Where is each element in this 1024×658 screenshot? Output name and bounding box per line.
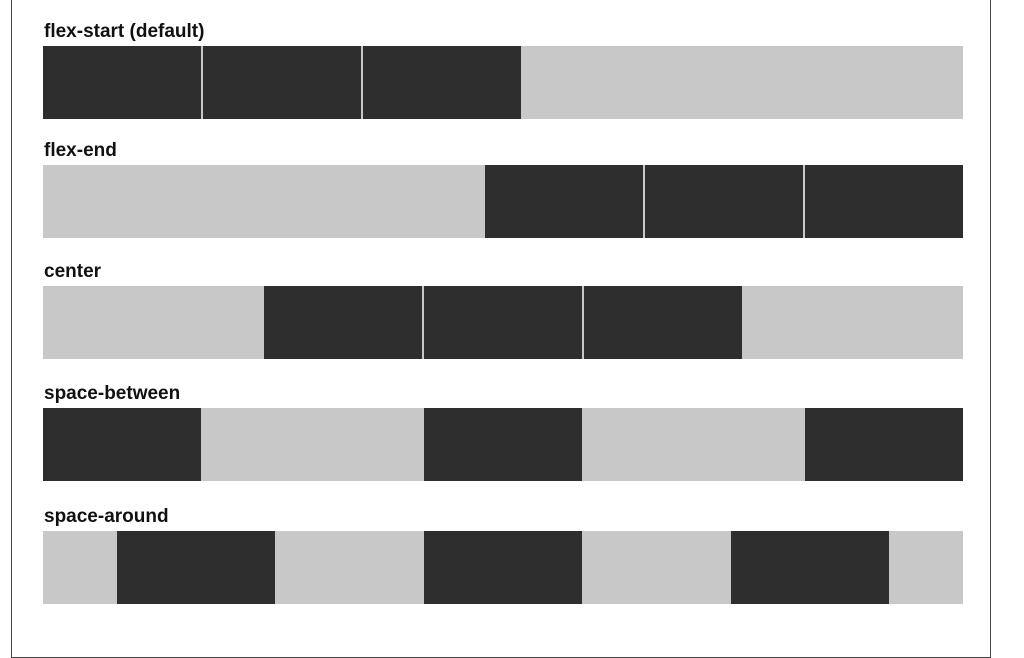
section-label: space-around <box>44 506 169 527</box>
section-label: center <box>44 261 102 282</box>
flex-item <box>203 46 361 119</box>
section-label: flex-start (default) <box>44 21 205 42</box>
flex-container <box>43 408 963 481</box>
flex-item <box>264 286 422 359</box>
flex-item <box>423 531 582 604</box>
flex-item <box>584 286 742 359</box>
flex-item <box>43 46 201 119</box>
flex-item <box>43 408 201 481</box>
flex-item <box>730 531 889 604</box>
flex-item <box>363 46 521 119</box>
flex-item <box>424 408 582 481</box>
flex-item <box>805 165 963 238</box>
flex-container <box>43 165 963 238</box>
flex-item <box>805 408 963 481</box>
flex-item <box>424 286 582 359</box>
section-label: flex-end <box>44 140 117 161</box>
flex-item <box>645 165 803 238</box>
section-label: space-between <box>44 383 181 404</box>
flex-item <box>485 165 643 238</box>
flex-item <box>117 531 276 604</box>
flex-container <box>43 286 963 359</box>
flex-container <box>43 531 963 604</box>
flex-container <box>43 46 963 119</box>
